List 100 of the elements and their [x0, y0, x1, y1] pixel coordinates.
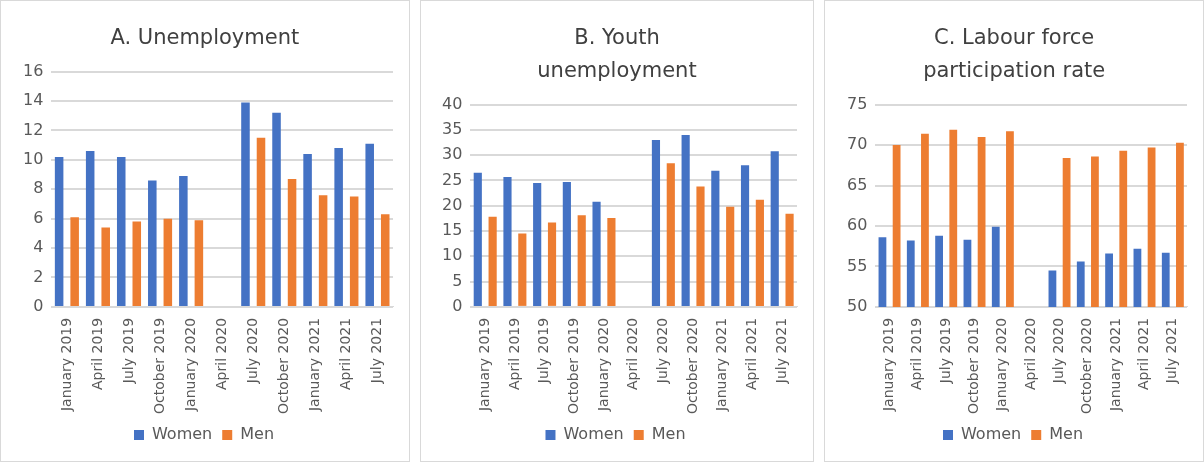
bar [518, 233, 527, 306]
y-tick-label: 0 [452, 296, 463, 316]
y-tick-label: 35 [442, 119, 463, 139]
x-tick-label: April 2019 [908, 317, 925, 390]
x-tick-label: July 2021 [1163, 317, 1180, 385]
bar [163, 218, 172, 306]
y-tick-label: 4 [33, 237, 44, 257]
bar [334, 148, 343, 306]
x-tick-label: October 2019 [965, 317, 982, 414]
bar [256, 137, 266, 306]
legend-label: Women [151, 424, 213, 444]
bar [756, 199, 765, 306]
x-tick-label: January 2020 [595, 317, 612, 413]
y-tick-label: 65 [847, 174, 868, 194]
bar [771, 151, 780, 306]
x-tick-label: July 2021 [773, 317, 790, 385]
x-tick-label: January 2021 [713, 317, 730, 413]
x-tick-label: January 2019 [880, 317, 897, 413]
x-tick-label: July 2021 [367, 317, 384, 385]
bar [349, 196, 359, 306]
x-tick-label: April 2020 [1021, 317, 1038, 390]
x-tick-label: July 2019 [936, 317, 953, 385]
x-tick-label: January 2019 [57, 317, 74, 413]
x-tick-label: October 2019 [150, 317, 167, 414]
bar [741, 165, 750, 306]
bar [116, 156, 126, 306]
x-tick-label: July 2020 [243, 317, 260, 385]
x-tick-label: April 2020 [624, 317, 641, 390]
y-tick-label: 30 [442, 144, 463, 164]
y-tick-label: 10 [442, 245, 463, 265]
x-tick-label: October 2020 [684, 317, 701, 414]
y-tick-label: 55 [847, 255, 868, 275]
bar [652, 140, 661, 306]
x-tick-label: April 2021 [1135, 317, 1152, 390]
bar [711, 170, 720, 306]
bar [287, 178, 297, 306]
bar [578, 215, 587, 306]
legend-label: Women [961, 424, 1022, 444]
y-tick-label: 14 [22, 90, 44, 110]
y-tick-label: 5 [452, 270, 463, 290]
bar [132, 221, 141, 306]
x-tick-label: October 2020 [274, 317, 291, 414]
bar [178, 176, 188, 306]
bar [54, 156, 64, 306]
x-tick-label: April 2019 [506, 317, 523, 390]
chart-title: B. Youth unemployment [536, 24, 698, 84]
y-tick-label: 50 [847, 296, 868, 316]
y-tick-label: 6 [33, 207, 44, 227]
y-tick-label: 25 [442, 169, 463, 189]
y-tick-label: 75 [847, 93, 868, 113]
x-tick-label: April 2021 [336, 317, 353, 390]
y-tick-label: 15 [442, 220, 463, 240]
bar [101, 227, 110, 306]
bar [592, 201, 602, 306]
bar [667, 163, 676, 306]
y-tick-label: 20 [442, 194, 463, 214]
x-tick-label: January 2021 [305, 317, 322, 413]
bar [241, 102, 250, 306]
bar [696, 186, 706, 306]
x-tick-label: July 2019 [119, 317, 136, 385]
bar [318, 195, 328, 306]
bar [533, 182, 542, 306]
bar [474, 172, 483, 306]
y-tick-label: 70 [847, 134, 868, 154]
bar [70, 217, 79, 306]
chart-title: A. Unemployment [109, 24, 301, 51]
y-tick-label: 8 [33, 178, 44, 198]
legend-label: Men [240, 424, 274, 444]
bar [147, 180, 157, 306]
bar [303, 153, 312, 306]
x-tick-label: July 2020 [1050, 317, 1067, 385]
bar [380, 214, 390, 306]
y-tick-label: 2 [33, 266, 44, 286]
bar [682, 134, 691, 306]
bar [272, 112, 281, 306]
bar [85, 151, 95, 306]
bar [489, 216, 498, 306]
x-tick-label: April 2021 [743, 317, 760, 390]
y-tick-label: 0 [33, 296, 44, 316]
x-tick-label: January 2020 [993, 317, 1010, 413]
legend-label: Men [652, 424, 687, 444]
y-tick-label: 10 [22, 148, 44, 168]
x-tick-label: January 2019 [476, 317, 493, 413]
x-tick-label: October 2019 [565, 317, 582, 414]
bar [365, 143, 374, 306]
legend-label: Women [563, 424, 625, 444]
x-tick-label: April 2020 [212, 317, 229, 390]
bar [607, 217, 616, 306]
legend-label: Men [1049, 424, 1084, 444]
bar [785, 213, 795, 306]
bar [503, 176, 513, 306]
y-tick-label: 60 [847, 215, 868, 235]
x-tick-label: April 2019 [88, 317, 105, 390]
bar [548, 222, 557, 306]
x-tick-label: July 2020 [654, 317, 671, 385]
x-tick-label: July 2019 [535, 317, 552, 385]
y-tick-label: 40 [442, 93, 463, 113]
x-tick-label: January 2020 [181, 317, 198, 413]
x-tick-label: October 2020 [1078, 317, 1095, 414]
bar [194, 220, 203, 306]
